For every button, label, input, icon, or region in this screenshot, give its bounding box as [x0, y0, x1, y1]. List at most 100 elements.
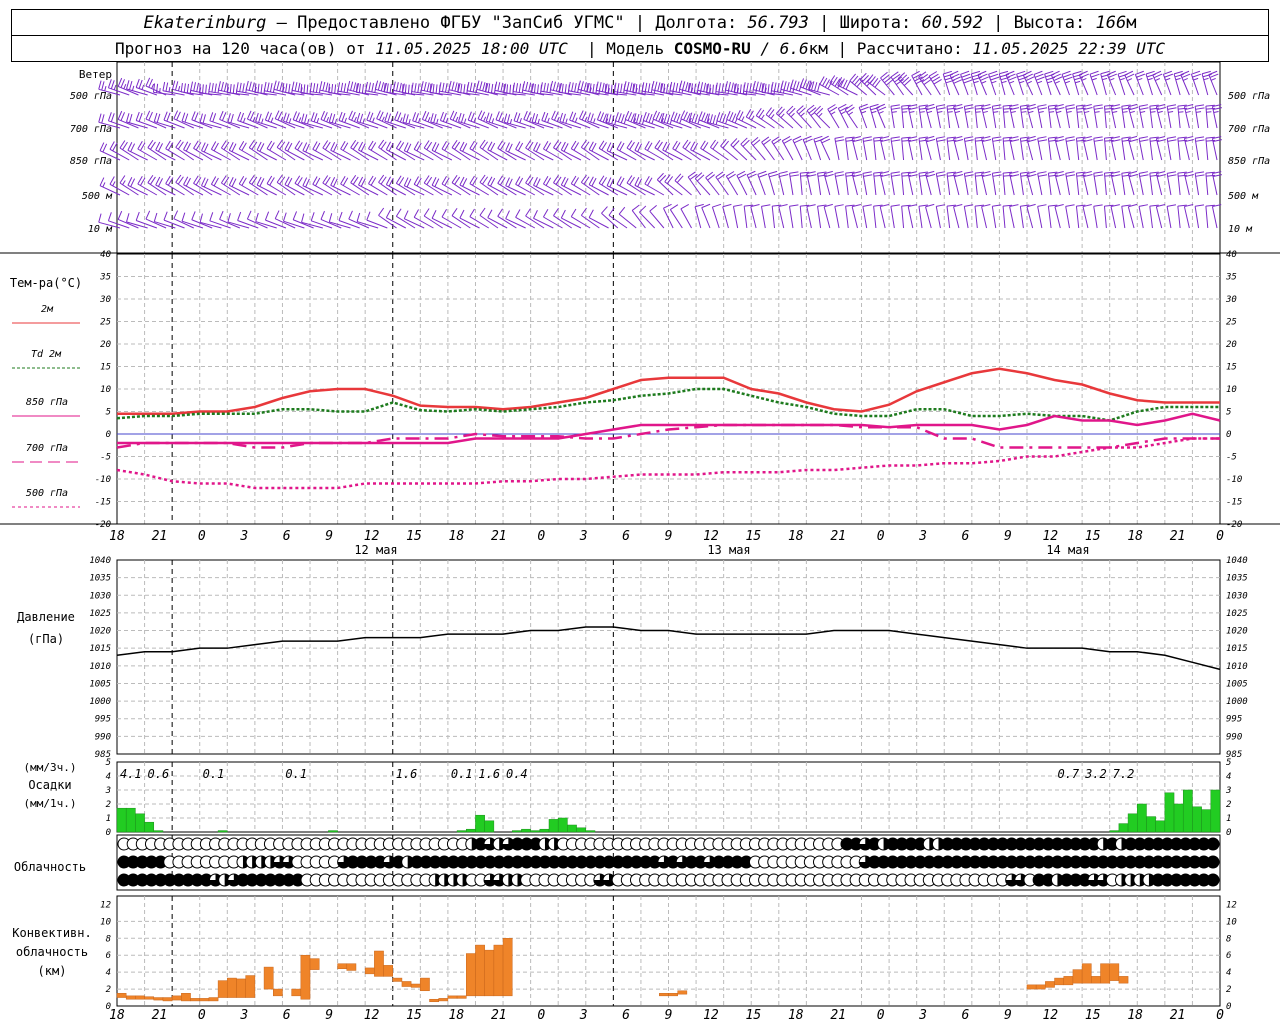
wind-barb-staff: [1194, 106, 1200, 129]
wind-barb: [1190, 70, 1202, 96]
wind-barb-feather: [873, 136, 883, 139]
wind-barb-staff: [829, 82, 849, 96]
wind-barb-feather: [326, 117, 330, 123]
wind-barb-feather: [990, 76, 1000, 81]
wind-barb-feather: [152, 83, 156, 93]
wind-barb-feather: [1195, 107, 1205, 110]
wind-barb: [644, 140, 665, 161]
wind-barb: [385, 141, 407, 161]
pressure-ytick-left: 1025: [89, 609, 111, 619]
wind-barb-feather: [1020, 107, 1030, 110]
wind-barb-feather: [377, 81, 382, 91]
wind-barb-feather: [684, 82, 689, 92]
wind-barb-feather: [724, 81, 728, 91]
wind-barb-feather: [852, 173, 862, 178]
wind-barb-feather: [601, 177, 607, 186]
wind-barb-feather: [840, 111, 846, 115]
wind-barb-feather: [605, 113, 609, 123]
wind-barb-feather: [947, 111, 953, 113]
wind-barb: [715, 171, 729, 196]
wind-barb-feather: [1150, 139, 1160, 142]
wind-barb-staff: [660, 91, 683, 96]
wind-barb: [523, 110, 545, 129]
wind-barb-feather: [1038, 174, 1048, 177]
wind-barb-staff: [694, 206, 702, 229]
wind-barb-feather: [252, 116, 256, 122]
wind-barb-feather: [525, 81, 529, 91]
wind-barb-feather: [598, 82, 602, 92]
wind-barb-feather: [482, 141, 489, 150]
wind-barb-staff: [229, 184, 250, 196]
wind-barb-staff: [974, 206, 978, 229]
wind-barb: [1009, 136, 1020, 161]
wind-barb-feather: [736, 84, 739, 94]
wind-barb-feather: [873, 171, 883, 174]
wind-barb-feather: [1049, 111, 1055, 113]
convective-bar: [337, 963, 348, 970]
wind-barb: [451, 139, 471, 161]
wind-barb-staff: [643, 120, 665, 129]
wind-barb: [421, 110, 443, 129]
wind-barb-feather: [1195, 204, 1205, 207]
wind-barb: [1121, 204, 1131, 229]
wind-barb-feather: [297, 142, 303, 151]
wind-barb-feather: [1038, 107, 1048, 110]
wind-barb-feather: [674, 142, 681, 151]
wind-barb-staff: [525, 215, 545, 229]
wind-barb-feather: [561, 83, 564, 93]
wind-barb-feather: [427, 117, 431, 123]
wind-barb: [662, 141, 683, 161]
wind-level-label-right: 500 м: [1228, 191, 1259, 202]
wind-barb: [402, 113, 425, 129]
wind-barb-staff: [412, 120, 434, 129]
wind-barb: [690, 141, 711, 161]
wind-barb-staff: [338, 120, 360, 129]
wind-barb-feather: [755, 107, 762, 116]
wind-barb-staff: [525, 182, 545, 196]
wind-barb: [135, 211, 158, 229]
wind-barb-feather: [230, 113, 234, 123]
wind-barb-staff: [451, 182, 471, 196]
wind-barb-staff: [761, 141, 775, 161]
wind-barb-feather: [901, 76, 910, 84]
x-tick-label: 6: [962, 1008, 970, 1023]
wind-barb-feather: [509, 118, 513, 125]
x-tick-label: 21: [1170, 529, 1186, 544]
wind-barb-feather: [819, 76, 825, 85]
wind-barb-feather: [831, 76, 838, 85]
wind-barb-feather: [1138, 204, 1148, 207]
wind-barb-staff: [559, 121, 582, 129]
wind-barb-feather: [709, 84, 711, 94]
wind-barb: [1022, 70, 1035, 96]
temp-ytick-right: -15: [1226, 498, 1242, 508]
wind-barb: [301, 113, 323, 129]
wind-barb: [746, 170, 757, 196]
wind-barb: [1127, 170, 1138, 196]
wind-barb-staff: [469, 216, 489, 229]
wind-barb-feather: [869, 103, 879, 108]
wind-barb: [907, 171, 918, 196]
wind-barb-feather: [623, 81, 627, 91]
wind-barb-feather: [366, 111, 371, 121]
wind-barb: [1180, 70, 1191, 96]
wind-barb-feather: [908, 171, 918, 174]
wind-barb-feather: [1104, 171, 1114, 174]
wind-barb-feather: [758, 82, 762, 92]
wind-barb-feather: [1003, 104, 1013, 107]
wind-barb-feather: [1173, 70, 1183, 75]
wind-barb-staff: [1037, 106, 1043, 129]
wind-barb: [199, 213, 222, 229]
wind-barb: [479, 174, 499, 196]
wind-barb-feather: [203, 178, 209, 188]
wind-level-label-right: 700 гПа: [1228, 124, 1270, 135]
wind-barb-feather: [993, 111, 999, 113]
wind-barb: [1082, 204, 1092, 229]
wind-barb: [706, 113, 729, 129]
wind-barb-feather: [403, 177, 409, 186]
wind-barb: [479, 139, 499, 161]
provider-text: – Предоставлено ФГБУ "ЗапСиб УГМС" |: [266, 12, 656, 33]
wind-barb-feather: [390, 118, 393, 124]
wind-barb: [126, 113, 148, 129]
wind-barb-feather: [908, 139, 918, 142]
conv-ytick-right: 8: [1226, 934, 1231, 944]
